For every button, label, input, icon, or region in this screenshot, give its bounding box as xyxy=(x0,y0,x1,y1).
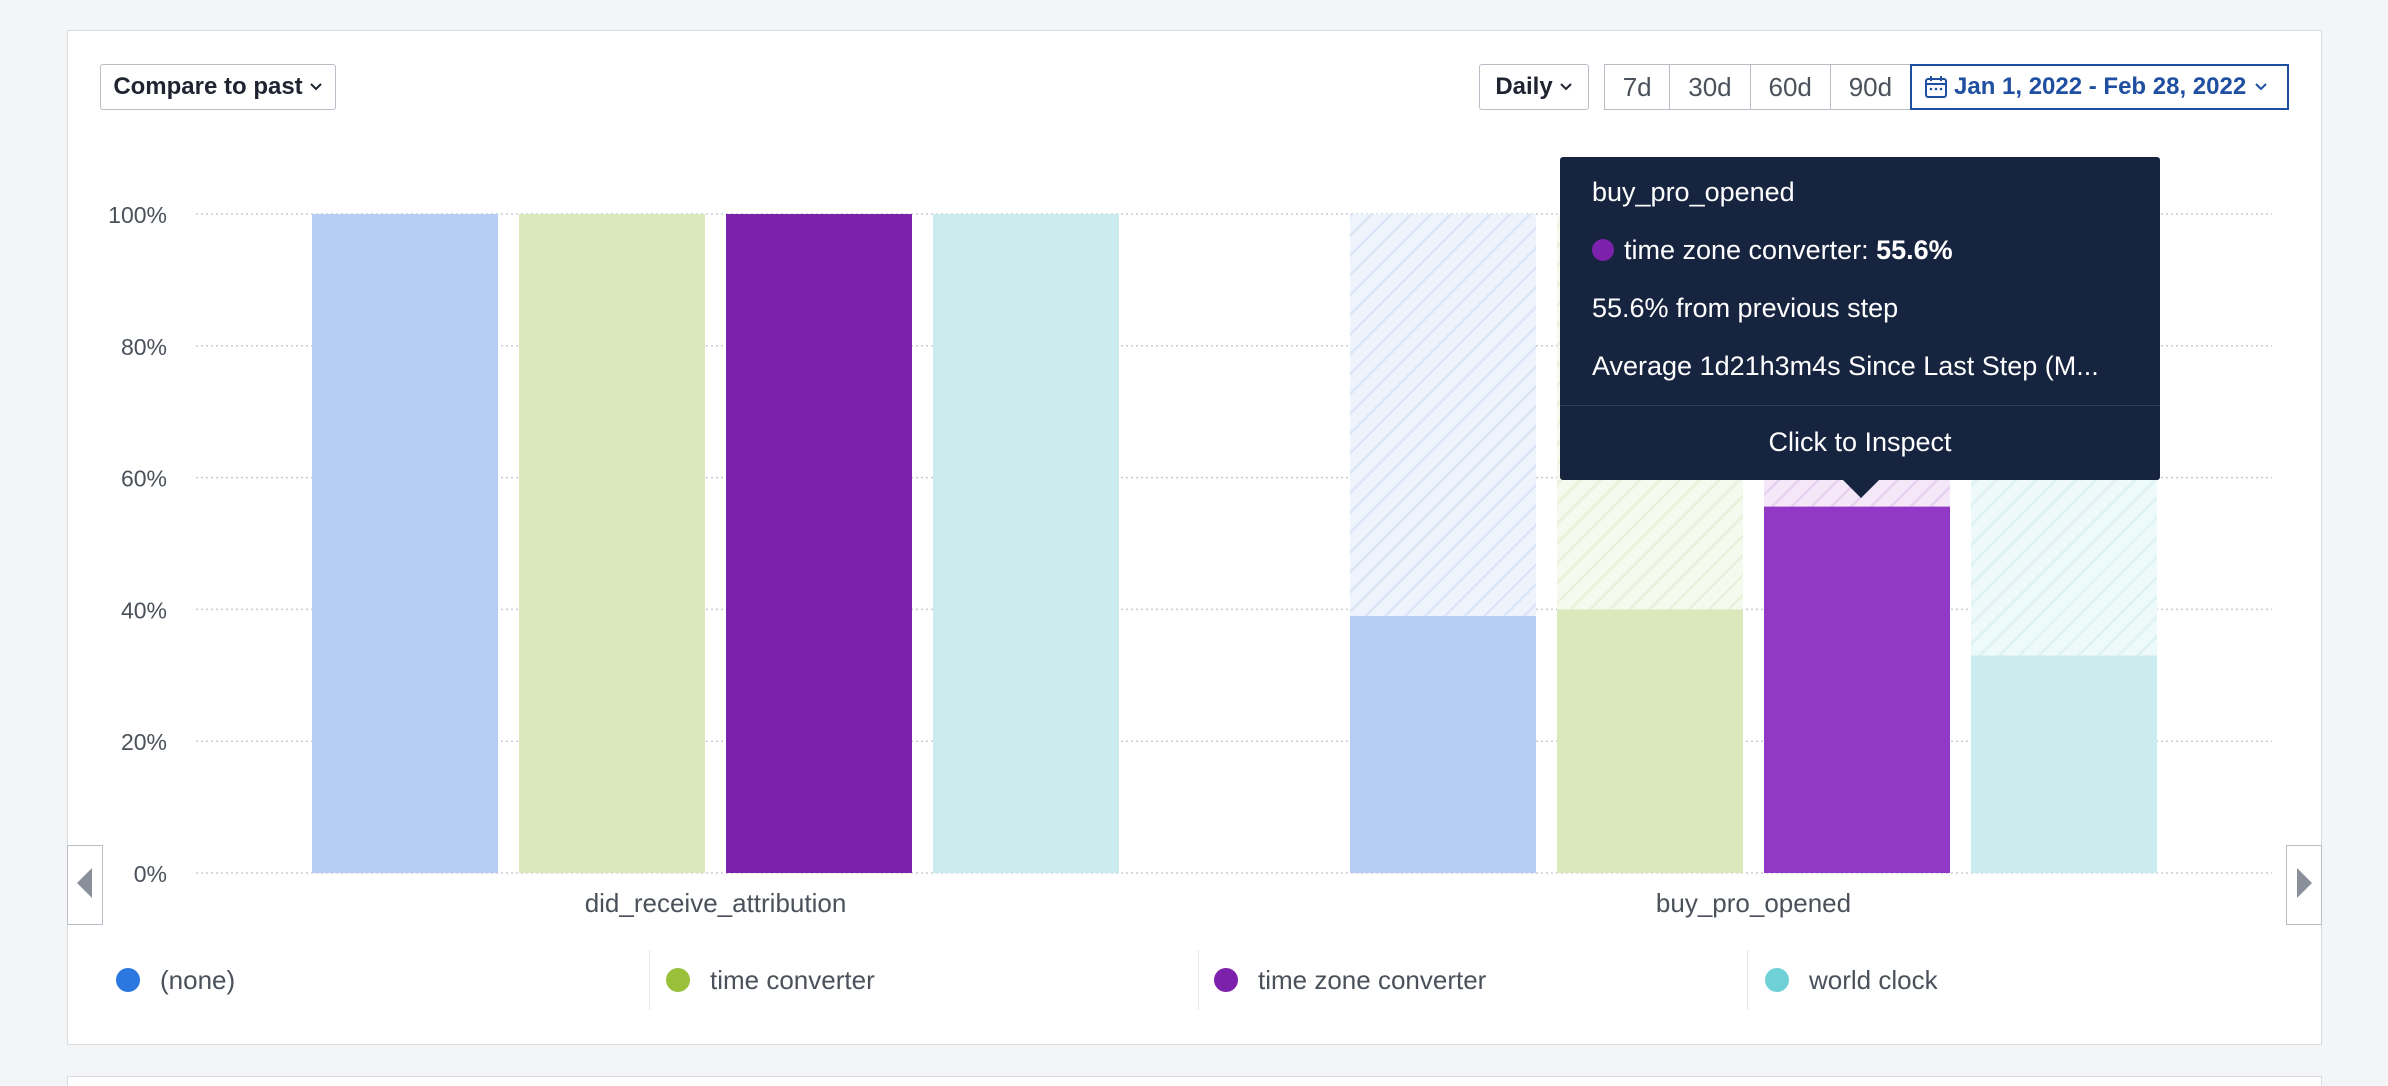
legend-divider xyxy=(649,950,650,1010)
compare-to-past-label: Compare to past xyxy=(113,73,303,100)
chevron-down-icon xyxy=(309,82,323,92)
caret-left-icon xyxy=(77,867,93,903)
bar-dropoff[interactable] xyxy=(1350,214,1536,616)
tooltip-step-name: buy_pro_opened xyxy=(1592,177,1795,207)
interval-label: Daily xyxy=(1495,73,1553,100)
y-tick-label: 40% xyxy=(121,597,167,623)
bar[interactable] xyxy=(933,214,1119,873)
range-30d-button[interactable]: 30d xyxy=(1670,65,1751,109)
caret-right-icon xyxy=(2296,867,2312,903)
y-tick-label: 80% xyxy=(121,334,167,360)
next-card-edge xyxy=(67,1076,2322,1086)
legend-label: time zone converter xyxy=(1258,964,1487,995)
bar[interactable] xyxy=(519,214,705,873)
legend-item-time-converter[interactable]: time converter xyxy=(666,950,875,1010)
calendar-icon xyxy=(1924,75,1948,99)
legend-dot xyxy=(666,968,690,992)
date-range-label: Jan 1, 2022 - Feb 28, 2022 xyxy=(1954,73,2247,100)
x-category-label: did_receive_attribution xyxy=(585,888,847,918)
series-dot xyxy=(1592,239,1614,261)
inspect-link[interactable]: Click to Inspect xyxy=(1768,427,1952,457)
chevron-down-icon xyxy=(1559,82,1573,92)
tooltip-from-previous: 55.6% from previous step xyxy=(1592,293,1899,323)
chevron-down-icon xyxy=(2254,82,2268,92)
tooltip-divider xyxy=(1560,405,2160,406)
interval-dropdown[interactable]: Daily xyxy=(1479,64,1589,110)
legend-label: (none) xyxy=(160,964,236,995)
y-tick-label: 0% xyxy=(134,861,167,887)
scroll-right-button[interactable] xyxy=(2286,845,2322,925)
legend-dot xyxy=(1765,968,1789,992)
tooltip-pointer xyxy=(1843,480,1879,498)
scroll-left-button[interactable] xyxy=(67,845,103,925)
y-tick-label: 20% xyxy=(121,729,167,755)
y-tick-label: 60% xyxy=(121,466,167,492)
legend-divider xyxy=(1747,950,1748,1010)
legend-item-world-clock[interactable]: world clock xyxy=(1765,950,1938,1010)
tooltip-series-value: 55.6% xyxy=(1876,235,1953,265)
bar-tooltip[interactable]: buy_pro_opened time zone converter: 55.6… xyxy=(1560,157,2160,498)
legend-dot xyxy=(1214,968,1238,992)
bar[interactable] xyxy=(726,214,912,873)
legend-dot xyxy=(116,968,140,992)
bar[interactable] xyxy=(1971,655,2157,873)
range-90d-button[interactable]: 90d xyxy=(1848,71,1893,102)
tooltip-series-row: time zone converter: 55.6% xyxy=(1592,235,1953,266)
x-category-label: buy_pro_opened xyxy=(1656,888,1851,918)
legend-item-none[interactable]: (none) xyxy=(116,950,235,1010)
y-tick-label: 100% xyxy=(108,202,167,228)
tooltip-average-time: Average 1d21h3m4s Since Last Step (M... xyxy=(1592,351,2099,381)
tooltip-series-label: time zone converter: xyxy=(1624,235,1869,265)
legend-divider xyxy=(1198,950,1199,1010)
date-range-picker[interactable]: Jan 1, 2022 - Feb 28, 2022 xyxy=(1910,64,2289,110)
legend-label: world clock xyxy=(1809,964,1938,995)
range-60d-button[interactable]: 60d xyxy=(1751,65,1831,109)
range-7d-button[interactable]: 7d xyxy=(1605,65,1671,109)
bar[interactable] xyxy=(312,214,498,873)
bar[interactable] xyxy=(1764,506,1950,873)
legend-label: time converter xyxy=(710,964,875,995)
bar[interactable] xyxy=(1350,615,1536,873)
compare-to-past-dropdown[interactable]: Compare to past xyxy=(100,64,336,110)
bar[interactable] xyxy=(1557,609,1743,873)
legend-item-time-zone-converter[interactable]: time zone converter xyxy=(1214,950,1486,1010)
